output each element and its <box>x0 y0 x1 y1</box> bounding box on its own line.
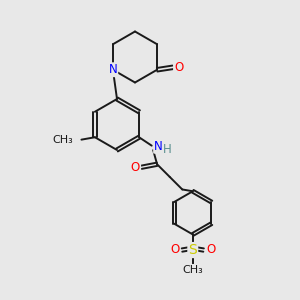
Text: CH₃: CH₃ <box>52 135 73 145</box>
Text: H: H <box>163 143 172 156</box>
Text: O: O <box>170 243 179 256</box>
Text: O: O <box>131 161 140 174</box>
Text: N: N <box>154 140 163 153</box>
Text: N: N <box>109 63 117 76</box>
Text: CH₃: CH₃ <box>182 265 203 275</box>
Text: O: O <box>174 61 183 74</box>
Text: O: O <box>206 243 215 256</box>
Text: S: S <box>188 243 197 257</box>
